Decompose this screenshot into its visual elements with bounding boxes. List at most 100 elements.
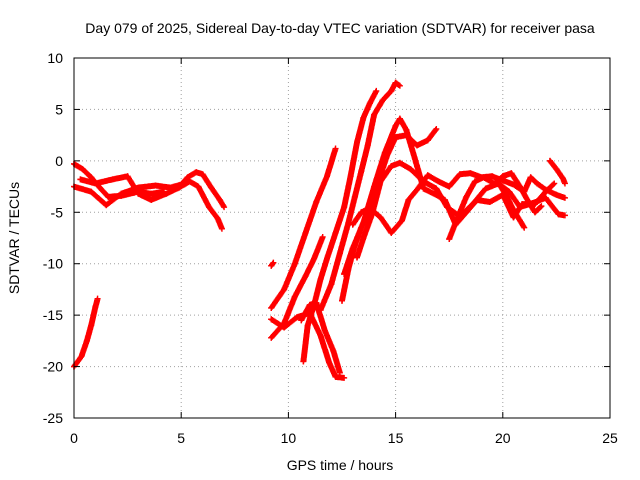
data-point <box>364 142 371 149</box>
data-point <box>302 229 309 236</box>
data-point <box>446 183 453 190</box>
data-point <box>124 173 131 180</box>
data-point <box>381 149 388 156</box>
data-point <box>354 139 361 146</box>
data-point <box>424 137 431 144</box>
data-point <box>433 185 440 192</box>
data-point <box>193 169 200 176</box>
data-point <box>463 193 470 200</box>
series-arc-k <box>317 79 403 313</box>
data-point <box>118 190 125 197</box>
y-tick-label: -5 <box>51 204 64 220</box>
series-arc-f <box>268 145 339 311</box>
data-point <box>341 271 348 277</box>
plot-frame <box>73 57 611 419</box>
data-point <box>328 281 335 288</box>
data-point <box>360 219 367 226</box>
data-point <box>377 214 384 221</box>
data-point <box>504 193 511 200</box>
data-point <box>268 334 275 341</box>
y-tick-label: -10 <box>43 256 63 272</box>
data-point <box>531 209 538 216</box>
data-point <box>186 178 193 185</box>
y-tick-label: -15 <box>43 307 63 323</box>
data-point <box>304 322 311 329</box>
series-arc-e <box>268 259 277 269</box>
data-point <box>486 199 493 205</box>
data-point <box>321 327 328 334</box>
data-point <box>336 250 343 257</box>
x-tick-label: 15 <box>388 430 404 446</box>
x-tick-label: 0 <box>70 430 78 446</box>
data-point <box>446 236 453 243</box>
y-axis-title: SDTVAR / TECUs <box>6 182 22 294</box>
data-point <box>542 194 549 201</box>
series-trace <box>317 79 402 313</box>
data-point <box>184 174 191 181</box>
data-point <box>534 180 541 187</box>
data-point <box>491 180 498 187</box>
axis-ticks: 0 5 10 15 20 25 -25 -20 -15 -10 -5 0 5 10 <box>43 50 618 446</box>
data-point <box>561 194 568 201</box>
data-point <box>516 204 523 211</box>
data-point <box>88 174 95 181</box>
series-arc-r <box>546 157 568 187</box>
data-point <box>366 205 373 212</box>
data-point <box>358 209 365 216</box>
data-point <box>323 173 330 180</box>
x-tick-label: 10 <box>281 430 297 446</box>
data-point <box>83 337 90 344</box>
y-tick-label: 5 <box>55 101 63 117</box>
data-point <box>78 353 85 360</box>
data-point <box>270 259 277 266</box>
data-point <box>176 184 183 191</box>
data-point <box>109 176 116 183</box>
data-point <box>354 254 361 261</box>
data-point <box>339 297 345 304</box>
data-point <box>326 359 333 366</box>
data-point <box>553 166 560 173</box>
data-point <box>469 201 476 208</box>
data-point <box>358 168 365 175</box>
data-point <box>499 173 506 180</box>
data-point <box>298 317 305 324</box>
data-point <box>152 182 159 189</box>
data-point <box>349 245 356 252</box>
data-point <box>555 211 562 218</box>
data-point <box>330 348 337 355</box>
data-point <box>396 82 403 89</box>
data-point <box>302 273 309 280</box>
data-point <box>373 87 380 94</box>
data-point <box>551 180 558 187</box>
data-point <box>456 171 463 178</box>
data-point <box>525 199 532 205</box>
data-point <box>92 303 99 310</box>
data-point <box>341 204 348 211</box>
data-point <box>482 185 489 192</box>
data-point <box>311 301 318 308</box>
series-trace <box>268 260 276 269</box>
data-point <box>332 145 339 152</box>
data-point <box>351 193 358 200</box>
data-points <box>71 79 568 381</box>
series-arc-p <box>446 170 545 243</box>
data-point <box>323 255 330 262</box>
data-point <box>199 171 206 178</box>
data-point <box>392 122 399 129</box>
data-point <box>433 125 440 132</box>
data-point <box>420 185 427 192</box>
data-point <box>388 229 395 236</box>
data-point <box>561 180 568 187</box>
data-point <box>414 163 421 169</box>
data-point <box>349 221 356 228</box>
data-point <box>300 358 307 365</box>
data-point <box>206 204 213 211</box>
data-point <box>360 114 367 121</box>
data-point <box>424 172 431 179</box>
data-point <box>94 295 101 302</box>
data-point <box>506 188 513 195</box>
data-point <box>527 174 534 181</box>
data-point <box>521 224 528 231</box>
data-point <box>392 79 399 86</box>
